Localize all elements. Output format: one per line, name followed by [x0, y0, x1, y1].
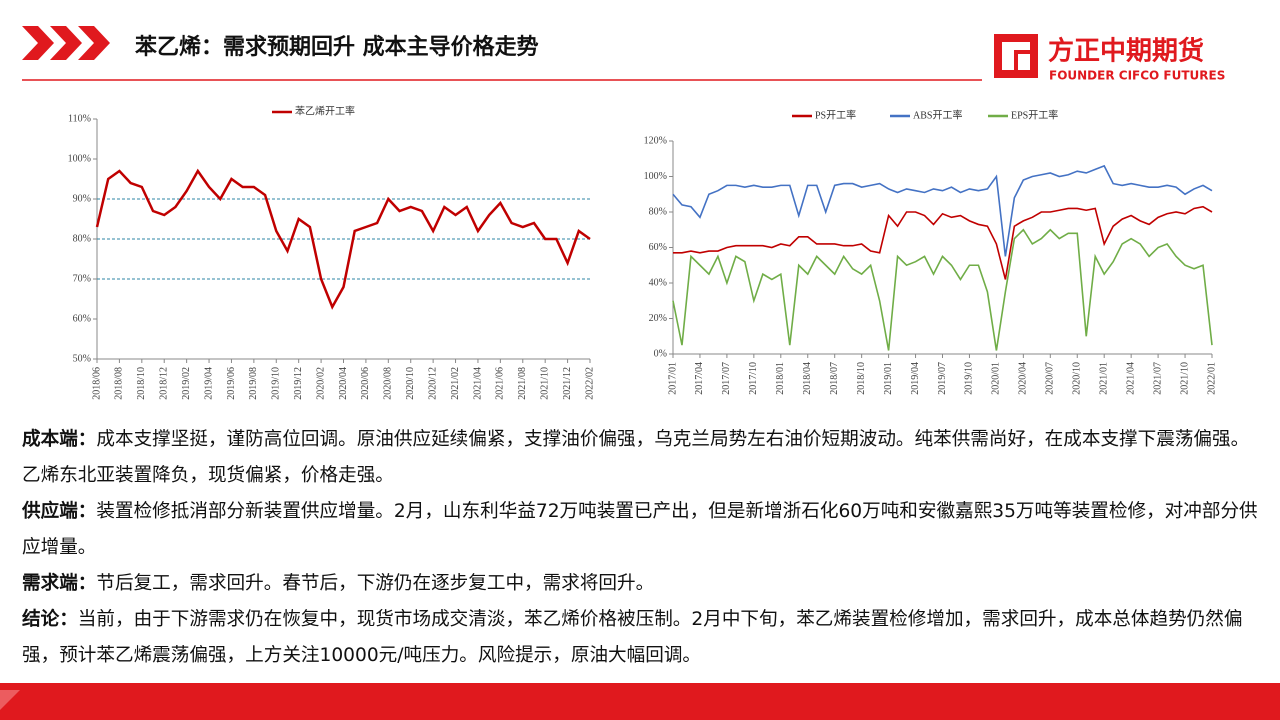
y-tick-label: 0% — [654, 348, 667, 359]
paragraph-label: 成本端： — [22, 429, 97, 450]
x-tick-label: 2019/10 — [271, 367, 282, 400]
x-tick-label: 2018/06 — [91, 367, 102, 400]
x-tick-label: 2021/06 — [495, 367, 506, 400]
x-tick-label: 2019/12 — [293, 367, 304, 400]
paragraph-text: 成本支撑坚挺，谨防高位回调。原油供应延续偏紧，支撑油价偏强，乌克兰局势左右油价短… — [22, 429, 1250, 486]
x-tick-label: 2021/04 — [472, 367, 483, 400]
x-tick-label: 2021/12 — [562, 367, 573, 400]
series-line — [95, 168, 591, 310]
x-tick-label: 2019/02 — [181, 367, 192, 400]
x-tick-label: 2018/12 — [159, 367, 170, 400]
footer-bar — [0, 683, 1280, 720]
text-block: 成本端：成本支撑坚挺，谨防高位回调。原油供应延续偏紧，支撑油价偏强，乌克兰局势左… — [22, 422, 1262, 674]
paragraph: 结论：当前，由于下游需求仍在恢复中，现货市场成交清淡，苯乙烯价格被压制。2月中下… — [22, 602, 1262, 674]
y-tick-label: 110% — [68, 113, 91, 124]
footer-accent — [0, 690, 20, 710]
paragraph-label: 需求端： — [22, 573, 97, 594]
logo-en: FOUNDER CIFCO FUTURES — [1049, 69, 1225, 83]
paragraph: 需求端：节后复工，需求回升。春节后，下游仍在逐步复工中，需求将回升。 — [22, 566, 1262, 602]
y-tick-label: 20% — [649, 313, 667, 324]
x-tick-label: 2021/07 — [1152, 362, 1163, 395]
legend-label: ABS开工率 — [913, 108, 962, 121]
y-tick-label: 70% — [73, 273, 91, 284]
y-tick-label: 90% — [73, 193, 91, 204]
y-tick-label: 100% — [68, 153, 91, 164]
y-tick-label: 80% — [649, 206, 667, 217]
x-tick-label: 2018/08 — [114, 367, 125, 400]
series-line — [673, 205, 1213, 280]
legend-label: PS开工率 — [815, 108, 856, 121]
x-tick-label: 2019/08 — [248, 367, 259, 400]
paragraph: 成本端：成本支撑坚挺，谨防高位回调。原油供应延续偏紧，支撑油价偏强，乌克兰局势左… — [22, 422, 1262, 494]
x-tick-label: 2018/07 — [829, 362, 840, 395]
x-tick-label: 2020/12 — [427, 367, 438, 400]
x-tick-label: 2019/07 — [937, 362, 948, 395]
x-tick-label: 2018/10 — [856, 362, 867, 395]
legend-label: 苯乙烯开工率 — [295, 104, 355, 117]
x-tick-label: 2022/02 — [584, 367, 595, 400]
x-tick-label: 2018/10 — [136, 367, 147, 400]
x-tick-label: 2019/10 — [964, 362, 975, 395]
x-tick-label: 2019/04 — [203, 367, 214, 400]
x-tick-label: 2018/04 — [802, 362, 813, 395]
x-tick-label: 2021/08 — [517, 367, 528, 400]
paragraph-text: 当前，由于下游需求仍在恢复中，现货市场成交清淡，苯乙烯价格被压制。2月中下旬，苯… — [22, 609, 1243, 666]
x-tick-label: 2020/07 — [1045, 362, 1056, 395]
paragraph-text: 节后复工，需求回升。春节后，下游仍在逐步复工中，需求将回升。 — [96, 573, 655, 594]
logo-icon — [994, 34, 1038, 78]
x-tick-label: 2021/10 — [1179, 362, 1190, 395]
logo-cn: 方正中期期货 — [1048, 36, 1204, 67]
x-tick-label: 2017/07 — [721, 362, 732, 395]
x-tick-label: 2018/01 — [775, 362, 786, 395]
y-tick-label: 60% — [73, 313, 91, 324]
legend-label: EPS开工率 — [1011, 108, 1058, 121]
series-line — [672, 164, 1213, 257]
x-tick-label: 2020/04 — [338, 367, 349, 400]
x-tick-label: 2020/02 — [315, 367, 326, 400]
y-tick-label: 100% — [644, 171, 667, 182]
x-tick-label: 2019/04 — [910, 362, 921, 395]
y-tick-label: 40% — [649, 277, 667, 288]
paragraph-text: 装置检修抵消部分新装置供应增量。2月，山东利华益72万吨装置已产出，但是新增浙石… — [22, 501, 1258, 558]
x-tick-label: 2020/04 — [1018, 362, 1029, 395]
series-line — [672, 228, 1213, 351]
y-tick-label: 50% — [73, 353, 91, 364]
x-tick-label: 2020/01 — [991, 362, 1002, 395]
slide-title: 苯乙烯：需求预期回升 成本主导价格走势 — [134, 34, 539, 60]
x-tick-label: 2019/01 — [883, 362, 894, 395]
x-tick-label: 2020/06 — [360, 367, 371, 400]
x-tick-label: 2019/06 — [226, 367, 237, 400]
paragraph-label: 供应端： — [22, 501, 97, 522]
y-tick-label: 120% — [644, 135, 667, 146]
x-tick-label: 2021/10 — [539, 367, 550, 400]
y-tick-label: 80% — [73, 233, 91, 244]
x-tick-label: 2017/10 — [748, 362, 759, 395]
x-tick-label: 2017/04 — [694, 362, 705, 395]
chevrons — [22, 26, 110, 60]
x-tick-label: 2021/02 — [450, 367, 461, 400]
x-tick-label: 2020/08 — [383, 367, 394, 400]
x-tick-label: 2020/10 — [405, 367, 416, 400]
x-tick-label: 2021/01 — [1098, 362, 1109, 395]
y-tick-label: 60% — [649, 242, 667, 253]
x-tick-label: 2021/04 — [1125, 362, 1136, 395]
paragraph-label: 结论： — [22, 609, 78, 630]
paragraph: 供应端：装置检修抵消部分新装置供应增量。2月，山东利华益72万吨装置已产出，但是… — [22, 494, 1262, 566]
x-tick-label: 2020/10 — [1072, 362, 1083, 395]
x-tick-label: 2017/01 — [667, 362, 678, 395]
x-tick-label: 2022/01 — [1206, 362, 1217, 395]
